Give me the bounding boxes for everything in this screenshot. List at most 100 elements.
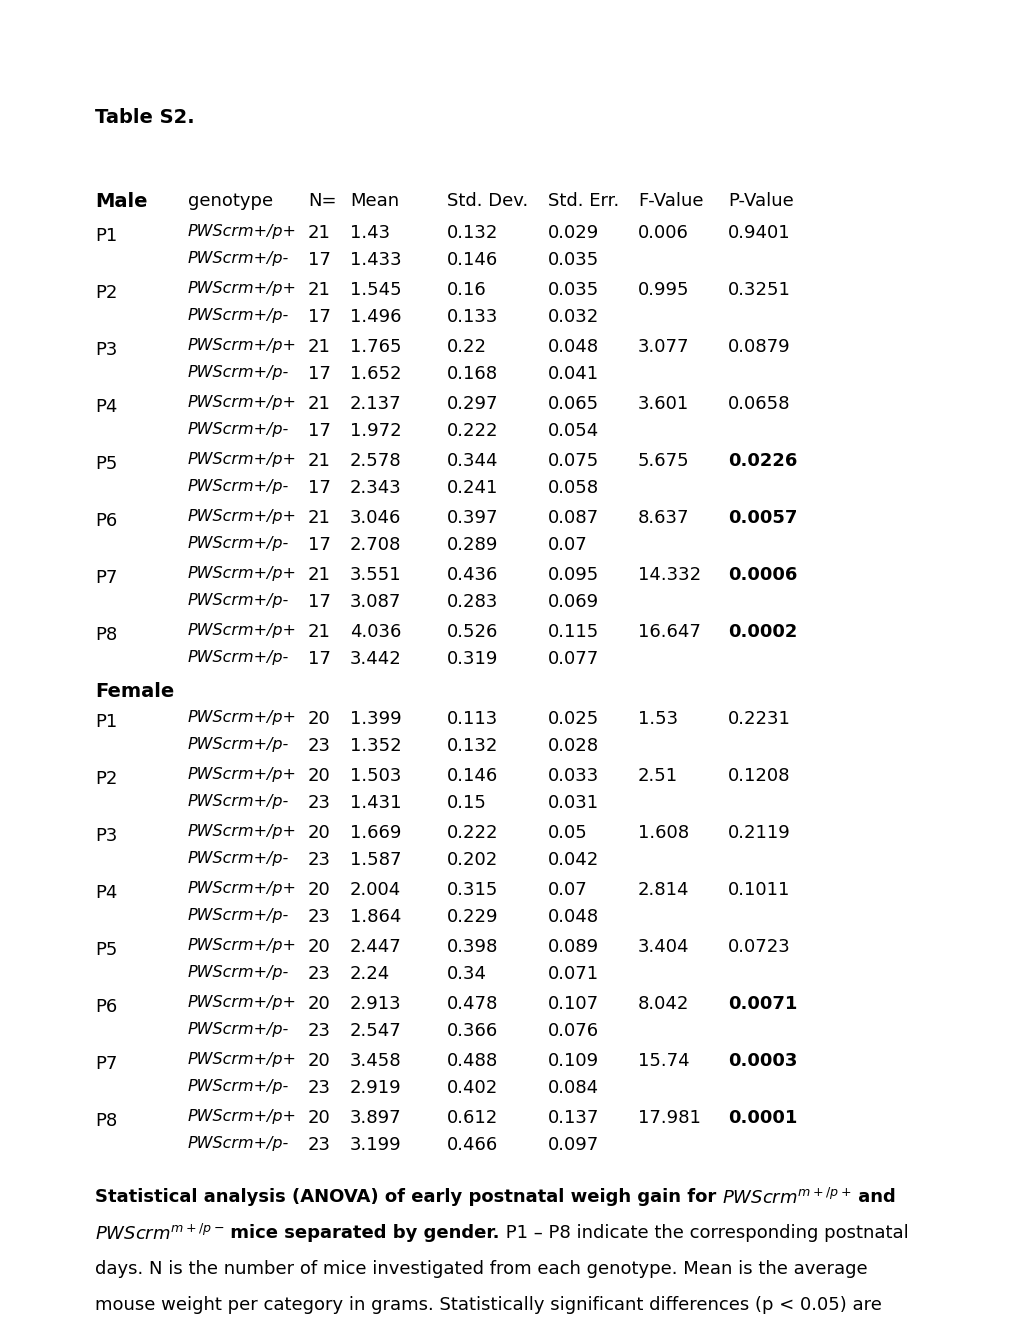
Text: 17: 17: [308, 308, 330, 326]
Text: 0.0057: 0.0057: [728, 510, 797, 527]
Text: P1: P1: [95, 227, 117, 246]
Text: 21: 21: [308, 395, 330, 413]
Text: P4: P4: [95, 884, 117, 902]
Text: 0.344: 0.344: [446, 451, 498, 470]
Text: 0.366: 0.366: [446, 1022, 497, 1040]
Text: PWScrm+/p-: PWScrm+/p-: [187, 422, 289, 437]
Text: $\mathit{PWScrm}^{m+/p+}$: $\mathit{PWScrm}^{m+/p+}$: [721, 1188, 851, 1208]
Text: 0.283: 0.283: [446, 593, 498, 611]
Text: P3: P3: [95, 341, 117, 359]
Text: P8: P8: [95, 1111, 117, 1130]
Text: PWScrm+/p+: PWScrm+/p+: [187, 338, 297, 352]
Text: 0.048: 0.048: [547, 908, 598, 927]
Text: 3.404: 3.404: [637, 939, 689, 956]
Text: Std. Err.: Std. Err.: [547, 191, 619, 210]
Text: 1.433: 1.433: [350, 251, 401, 269]
Text: mice separated by gender.: mice separated by gender.: [224, 1224, 499, 1242]
Text: 1.972: 1.972: [350, 422, 401, 440]
Text: 2.447: 2.447: [350, 939, 401, 956]
Text: 0.089: 0.089: [547, 939, 598, 956]
Text: 0.0226: 0.0226: [728, 451, 797, 470]
Text: 0.995: 0.995: [637, 281, 689, 300]
Text: 3.458: 3.458: [350, 1052, 401, 1071]
Text: 23: 23: [308, 1137, 331, 1154]
Text: 0.132: 0.132: [446, 224, 498, 242]
Text: 0.0002: 0.0002: [728, 623, 797, 642]
Text: 0.07: 0.07: [547, 536, 587, 554]
Text: 23: 23: [308, 1022, 331, 1040]
Text: 17: 17: [308, 536, 330, 554]
Text: 16.647: 16.647: [637, 623, 700, 642]
Text: 17: 17: [308, 422, 330, 440]
Text: 0.612: 0.612: [446, 1109, 497, 1127]
Text: PWScrm+/p-: PWScrm+/p-: [187, 1078, 289, 1094]
Text: P7: P7: [95, 1055, 117, 1073]
Text: 1.496: 1.496: [350, 308, 401, 326]
Text: 21: 21: [308, 281, 330, 300]
Text: 0.107: 0.107: [547, 995, 598, 1012]
Text: 20: 20: [308, 1052, 330, 1071]
Text: 20: 20: [308, 824, 330, 842]
Text: 0.526: 0.526: [446, 623, 498, 642]
Text: 0.048: 0.048: [547, 338, 598, 356]
Text: 17: 17: [308, 366, 330, 383]
Text: 14.332: 14.332: [637, 566, 700, 583]
Text: P2: P2: [95, 284, 117, 302]
Text: 1.53: 1.53: [637, 710, 678, 729]
Text: Mean: Mean: [350, 191, 398, 210]
Text: PWScrm+/p+: PWScrm+/p+: [187, 623, 297, 638]
Text: 0.3251: 0.3251: [728, 281, 790, 300]
Text: 21: 21: [308, 338, 330, 356]
Text: 17: 17: [308, 593, 330, 611]
Text: 1.399: 1.399: [350, 710, 401, 729]
Text: 0.132: 0.132: [446, 737, 498, 755]
Text: 0.087: 0.087: [547, 510, 598, 527]
Text: PWScrm+/p+: PWScrm+/p+: [187, 939, 297, 953]
Text: PWScrm+/p-: PWScrm+/p-: [187, 795, 289, 809]
Text: 2.24: 2.24: [350, 965, 390, 983]
Text: PWScrm+/p-: PWScrm+/p-: [187, 1022, 289, 1038]
Text: 0.006: 0.006: [637, 224, 688, 242]
Text: Male: Male: [95, 191, 148, 211]
Text: 0.058: 0.058: [547, 479, 598, 498]
Text: 1.652: 1.652: [350, 366, 401, 383]
Text: 0.075: 0.075: [547, 451, 599, 470]
Text: 3.551: 3.551: [350, 566, 401, 583]
Text: 0.241: 0.241: [446, 479, 498, 498]
Text: 0.0003: 0.0003: [728, 1052, 797, 1071]
Text: P5: P5: [95, 941, 117, 960]
Text: 0.0879: 0.0879: [728, 338, 790, 356]
Text: 4.036: 4.036: [350, 623, 401, 642]
Text: PWScrm+/p-: PWScrm+/p-: [187, 251, 289, 267]
Text: 0.071: 0.071: [547, 965, 598, 983]
Text: P4: P4: [95, 399, 117, 416]
Text: 0.097: 0.097: [547, 1137, 599, 1154]
Text: 0.025: 0.025: [547, 710, 599, 729]
Text: 0.315: 0.315: [446, 880, 498, 899]
Text: 0.0723: 0.0723: [728, 939, 790, 956]
Text: 0.16: 0.16: [446, 281, 486, 300]
Text: 2.913: 2.913: [350, 995, 401, 1012]
Text: PWScrm+/p+: PWScrm+/p+: [187, 566, 297, 581]
Text: 2.343: 2.343: [350, 479, 401, 498]
Text: 21: 21: [308, 451, 330, 470]
Text: 0.146: 0.146: [446, 767, 497, 785]
Text: 0.054: 0.054: [547, 422, 599, 440]
Text: PWScrm+/p-: PWScrm+/p-: [187, 965, 289, 979]
Text: P-Value: P-Value: [728, 191, 793, 210]
Text: 0.076: 0.076: [547, 1022, 598, 1040]
Text: 2.814: 2.814: [637, 880, 689, 899]
Text: 21: 21: [308, 510, 330, 527]
Text: 20: 20: [308, 939, 330, 956]
Text: 0.032: 0.032: [547, 308, 599, 326]
Text: 0.035: 0.035: [547, 281, 599, 300]
Text: 0.05: 0.05: [547, 824, 587, 842]
Text: 0.488: 0.488: [446, 1052, 497, 1071]
Text: 1.765: 1.765: [350, 338, 401, 356]
Text: 0.402: 0.402: [446, 1078, 497, 1097]
Text: Std. Dev.: Std. Dev.: [446, 191, 528, 210]
Text: 17: 17: [308, 251, 330, 269]
Text: $\mathit{PWScrm}^{m+/p-}$: $\mathit{PWScrm}^{m+/p-}$: [95, 1224, 224, 1243]
Text: 23: 23: [308, 737, 331, 755]
Text: 3.897: 3.897: [350, 1109, 401, 1127]
